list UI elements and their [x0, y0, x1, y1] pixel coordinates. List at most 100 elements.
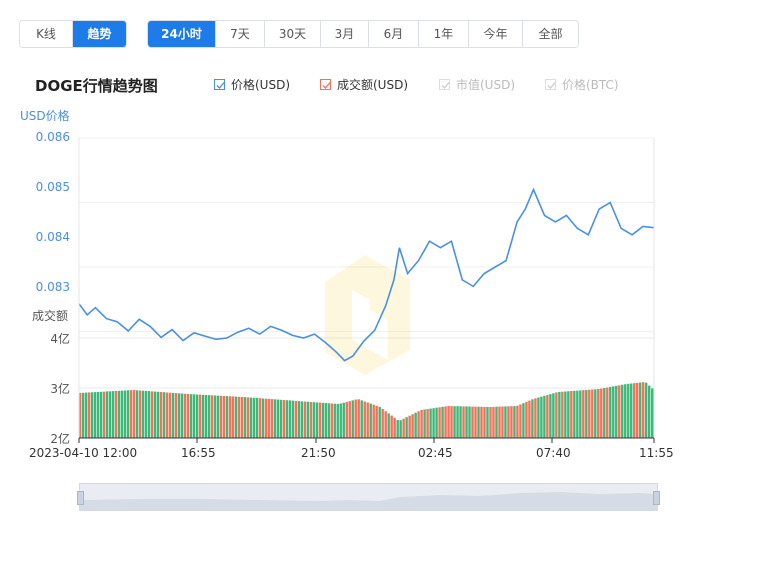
legend-price-usd[interactable]: 价格(USD): [214, 76, 290, 93]
volume-bar: [105, 391, 109, 438]
volume-bar: [273, 399, 277, 438]
volume-bar: [465, 406, 468, 438]
volume-bar: [180, 393, 184, 438]
checkbox-icon: [545, 79, 556, 90]
volume-bar: [348, 401, 351, 438]
volume-bar: [384, 411, 387, 438]
legend-price-btc[interactable]: 价格(BTC): [545, 76, 619, 93]
volume-bar: [306, 401, 309, 438]
range-tab-1[interactable]: 7天: [216, 21, 265, 47]
legend-label: 价格(BTC): [562, 78, 619, 92]
range-tab-7[interactable]: 全部: [523, 21, 578, 47]
volume-bar: [579, 390, 582, 438]
volume-bar: [420, 409, 423, 438]
volume-tick: 2亿: [50, 432, 70, 446]
volume-bar: [645, 382, 648, 438]
volume-bar: [489, 407, 492, 438]
volume-bar: [168, 392, 172, 438]
volume-bar: [627, 383, 630, 438]
legend-label: 市值(USD): [456, 78, 516, 92]
volume-bar: [555, 392, 558, 438]
volume-bar: [201, 394, 205, 438]
zoom-handle-right[interactable]: [653, 491, 660, 505]
volume-bar: [84, 392, 88, 438]
volume-bar: [516, 405, 519, 438]
volume-bar: [408, 415, 411, 438]
zoom-preview: [80, 492, 657, 510]
zoom-handle-left[interactable]: [77, 491, 84, 505]
range-tab-3[interactable]: 3月: [321, 21, 369, 47]
volume-bar: [393, 417, 396, 438]
range-tab-5[interactable]: 1年: [419, 21, 469, 47]
range-tab-4[interactable]: 6月: [369, 21, 419, 47]
volume-bar: [552, 393, 555, 438]
volume-bar: [318, 402, 321, 438]
volume-axis-label: 成交额: [32, 309, 69, 323]
volume-bar: [132, 390, 136, 438]
range-tab-2[interactable]: 30天: [265, 21, 321, 47]
data-zoom-slider[interactable]: [77, 483, 660, 511]
volume-bar: [261, 398, 265, 438]
volume-bar: [279, 399, 283, 438]
checkbox-icon: [439, 79, 450, 90]
volume-bar: [606, 387, 609, 438]
price-tick: 0.086: [35, 130, 70, 144]
volume-bar: [594, 389, 597, 438]
volume-bar: [471, 406, 474, 438]
volume-bar: [198, 394, 202, 438]
volume-bar: [582, 390, 585, 438]
volume-bar: [432, 408, 435, 438]
volume-bar: [612, 386, 615, 438]
volume-bar: [360, 400, 363, 438]
axis-frame: [78, 138, 655, 439]
volume-bar: [252, 397, 256, 438]
volume-bar: [102, 391, 106, 438]
volume-bar: [213, 395, 217, 438]
volume-bar: [468, 406, 471, 438]
volume-bar: [351, 400, 354, 438]
volume-bar: [141, 390, 145, 438]
volume-bar: [567, 391, 570, 438]
volume-bar: [165, 392, 169, 438]
mode-tab-1[interactable]: 趋势: [73, 21, 126, 47]
volume-bar: [246, 397, 250, 438]
volume-bar: [183, 393, 187, 438]
volume-bar: [270, 399, 274, 438]
mode-tab-0[interactable]: K线: [20, 21, 73, 47]
volume-bar: [363, 401, 366, 438]
price-tick: 0.084: [35, 230, 70, 244]
volume-bar: [225, 396, 229, 438]
volume-bar: [234, 396, 238, 438]
volume-bar: [327, 403, 330, 438]
volume-bar: [609, 386, 612, 438]
volume-bar: [495, 406, 498, 438]
volume-bar: [399, 420, 402, 438]
volume-bar: [219, 395, 223, 438]
volume-bar: [111, 391, 115, 438]
volume-bar: [426, 409, 429, 438]
volume-bar: [414, 412, 417, 438]
volume-bar: [357, 399, 360, 438]
volume-tick: 4亿: [50, 332, 70, 346]
legend-volume-usd[interactable]: 成交额(USD): [320, 76, 408, 93]
volume-bar: [330, 403, 333, 438]
volume-bar: [522, 403, 525, 438]
volume-bar: [156, 391, 160, 438]
range-tab-6[interactable]: 今年: [469, 21, 523, 47]
volume-bar: [483, 406, 486, 438]
volume-bar: [162, 392, 166, 438]
price-tick: 0.085: [35, 180, 70, 194]
volume-bar: [498, 406, 501, 438]
volume-bar: [456, 406, 459, 438]
volume-bar: [186, 394, 190, 438]
x-tick: 02:45: [418, 446, 453, 460]
time-range-group: 24小时 7天 30天 3月 6月 1年 今年 全部: [147, 20, 579, 48]
legend-market-cap[interactable]: 市值(USD): [439, 76, 515, 93]
volume-bar: [585, 389, 588, 438]
range-tab-0[interactable]: 24小时: [148, 21, 216, 47]
volume-bar: [603, 388, 606, 438]
volume-bar: [333, 403, 336, 438]
volume-bar: [345, 401, 348, 438]
volume-bar: [537, 397, 540, 438]
volume-bar: [510, 406, 513, 438]
